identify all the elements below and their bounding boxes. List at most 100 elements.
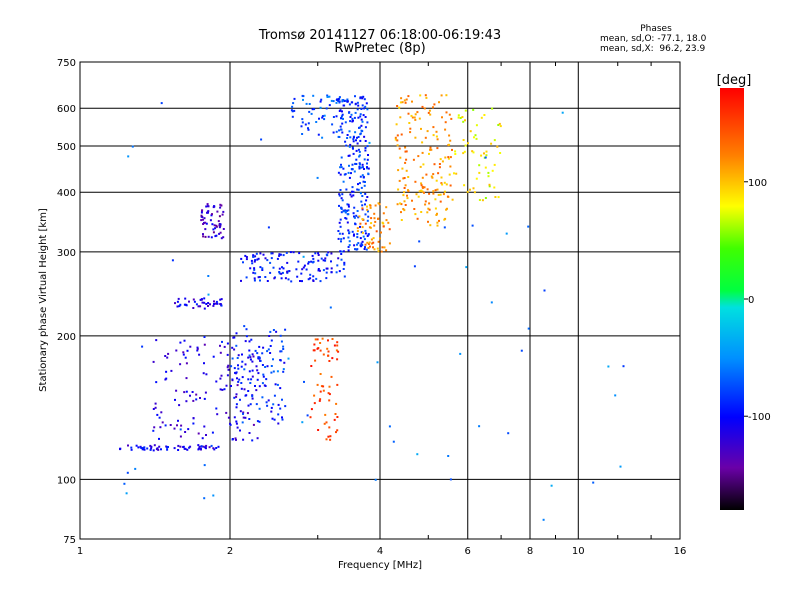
data-point <box>347 209 350 212</box>
data-point <box>416 111 419 114</box>
data-point <box>150 445 153 448</box>
data-point <box>202 372 205 375</box>
data-point <box>340 208 343 210</box>
data-point <box>338 232 341 235</box>
data-point <box>426 130 429 133</box>
data-point <box>272 358 274 361</box>
data-point <box>463 150 466 153</box>
data-point <box>317 429 320 431</box>
data-point <box>211 223 214 226</box>
data-point <box>245 276 248 279</box>
data-point <box>428 208 431 211</box>
colorbar-tick-label: -100 <box>748 412 771 423</box>
data-point <box>361 240 364 243</box>
data-point <box>357 116 360 119</box>
data-point <box>269 352 272 354</box>
data-point <box>213 224 216 227</box>
data-point <box>341 99 344 102</box>
data-point <box>174 302 176 305</box>
data-point <box>215 224 218 227</box>
data-point <box>289 251 292 254</box>
data-point <box>342 167 345 170</box>
data-point <box>328 393 331 396</box>
data-point <box>208 446 211 449</box>
data-point <box>313 108 316 111</box>
data-point <box>405 150 408 153</box>
data-point <box>199 298 202 301</box>
data-point <box>352 152 355 155</box>
data-point <box>307 261 310 264</box>
data-point <box>205 434 207 436</box>
data-point <box>372 246 374 249</box>
data-point <box>259 252 262 255</box>
data-point <box>358 155 361 158</box>
data-point <box>360 245 363 248</box>
data-point <box>348 154 351 157</box>
data-point <box>462 152 465 155</box>
data-point <box>330 99 333 102</box>
data-point <box>231 357 234 360</box>
data-point <box>152 449 155 452</box>
data-point <box>277 403 280 406</box>
data-point <box>307 128 310 131</box>
data-point <box>413 265 416 268</box>
data-point <box>350 172 352 175</box>
data-point <box>261 267 264 270</box>
data-point <box>259 359 262 362</box>
data-point <box>330 271 333 274</box>
data-point <box>233 396 236 399</box>
data-point <box>373 217 376 220</box>
data-point <box>339 189 342 191</box>
data-point <box>444 217 447 220</box>
data-point <box>286 271 289 274</box>
data-point <box>152 429 155 432</box>
data-point <box>614 394 617 397</box>
data-point <box>457 114 460 117</box>
data-point <box>218 215 221 218</box>
data-point <box>337 350 340 353</box>
data-point <box>241 376 244 379</box>
data-point <box>394 138 397 141</box>
data-point <box>417 195 420 198</box>
data-point <box>366 166 368 169</box>
data-point <box>328 95 331 98</box>
data-point <box>324 413 327 416</box>
data-point <box>347 203 350 206</box>
data-point <box>499 152 502 154</box>
data-point <box>332 116 335 118</box>
data-point <box>356 142 359 145</box>
data-point <box>400 219 403 221</box>
data-point <box>405 158 408 161</box>
data-point <box>473 136 475 139</box>
data-point <box>351 230 354 233</box>
data-point <box>423 107 426 110</box>
data-point <box>358 126 361 129</box>
data-point <box>154 406 157 409</box>
data-point <box>279 334 282 337</box>
data-point <box>367 167 370 170</box>
data-point <box>377 250 380 253</box>
data-point <box>271 417 274 420</box>
data-point <box>180 424 183 427</box>
data-point <box>505 232 508 235</box>
data-point <box>131 145 134 148</box>
data-point <box>271 252 274 255</box>
data-point <box>381 246 384 249</box>
data-point <box>485 150 488 153</box>
data-point <box>474 134 477 137</box>
data-point <box>459 117 462 119</box>
data-point <box>236 377 238 380</box>
data-point <box>270 410 273 413</box>
data-point <box>359 96 362 99</box>
data-point <box>245 394 248 397</box>
x-axis-label: Frequency [MHz] <box>338 560 422 571</box>
data-point <box>383 246 386 249</box>
data-point <box>249 358 252 361</box>
data-point <box>358 182 361 185</box>
data-point <box>355 158 358 161</box>
data-point <box>330 252 333 255</box>
data-point <box>269 330 272 333</box>
data-point <box>254 385 256 387</box>
data-point <box>340 117 343 120</box>
data-point <box>226 374 229 377</box>
